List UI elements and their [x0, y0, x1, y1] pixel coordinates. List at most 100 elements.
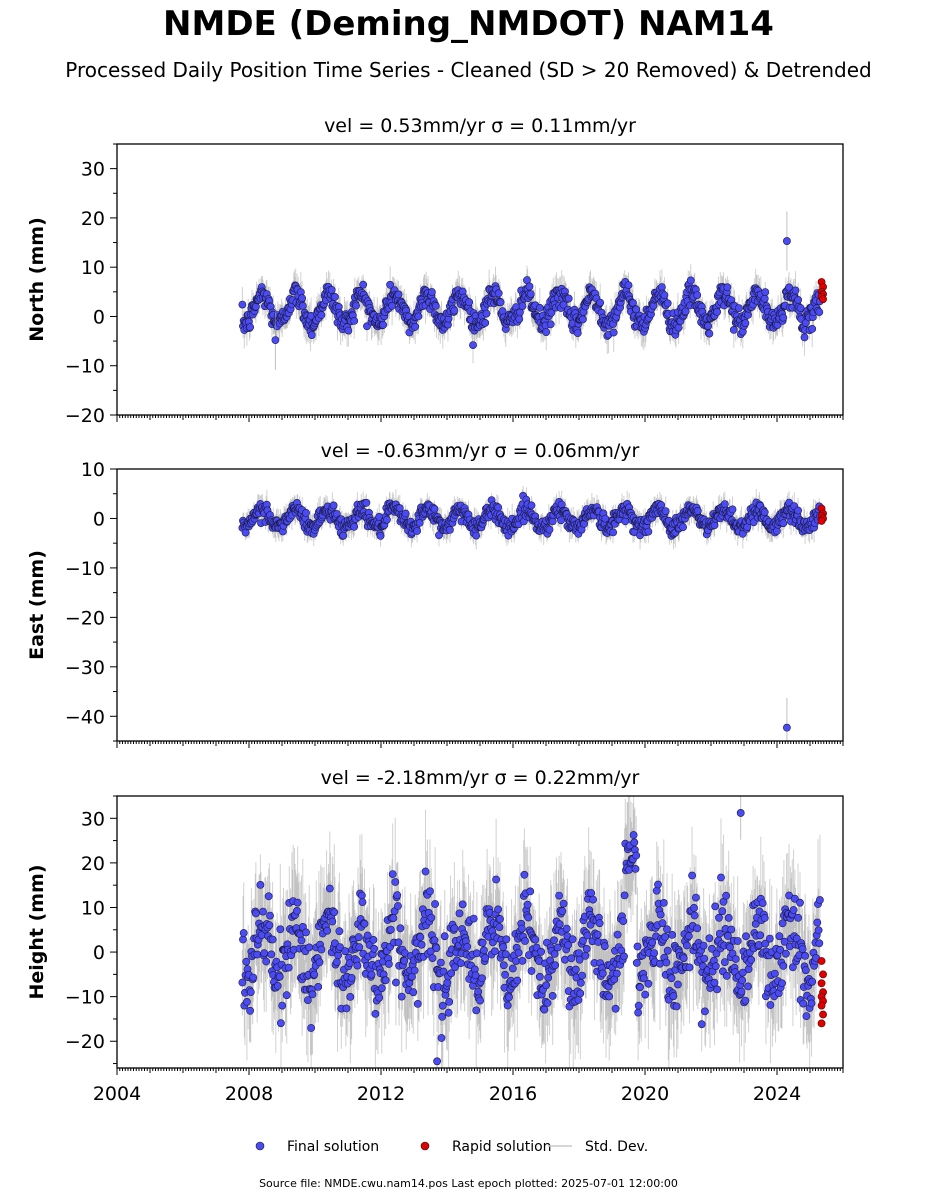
- final-solution-point: [339, 531, 348, 540]
- final-solution-point: [720, 500, 729, 508]
- final-solution-point: [661, 507, 670, 515]
- final-solution-point: [660, 291, 669, 300]
- final-solution-point: [427, 288, 436, 296]
- final-solution-point: [644, 527, 653, 536]
- final-solution-point: [785, 283, 793, 292]
- final-solution-point: [794, 506, 802, 515]
- final-solution-point: [482, 309, 491, 318]
- final-solution-point: [329, 501, 338, 510]
- final-solution-point: [796, 304, 805, 312]
- final-solution-point: [465, 298, 474, 307]
- final-solution-point: [376, 532, 385, 540]
- y-tick-label: −10: [65, 356, 105, 378]
- final-solution-point: [704, 322, 712, 330]
- final-solution-point: [382, 515, 391, 524]
- final-solution-point: [307, 331, 316, 339]
- final-solution-point: [317, 311, 326, 319]
- panel-1: vel = 0.53mm/yr σ = 0.11mm/yr North (mm)−…: [26, 115, 844, 427]
- final-solution-point: [624, 281, 633, 289]
- final-solution-point: [609, 528, 617, 537]
- final-solution-point: [815, 308, 824, 316]
- final-solution-point: [472, 531, 481, 540]
- final-solution-point: [546, 320, 555, 329]
- final-solution-point: [527, 501, 536, 510]
- chart-subtitle: Processed Daily Position Time Series - C…: [65, 58, 872, 82]
- final-solution-point: [350, 522, 359, 531]
- final-solution-point: [705, 329, 714, 338]
- final-solution-point: [515, 315, 524, 323]
- final-solution-point: [302, 509, 310, 517]
- final-solution-point: [681, 307, 690, 316]
- panel-title: vel = -0.63mm/yr σ = 0.06mm/yr: [321, 440, 640, 462]
- final-solution-point: [352, 301, 360, 310]
- final-solution-point: [658, 283, 666, 291]
- final-solution-point: [535, 303, 544, 312]
- final-solution-point: [435, 531, 443, 540]
- final-solution-point: [431, 301, 440, 310]
- panel-title: vel = 0.53mm/yr σ = 0.11mm/yr: [324, 115, 636, 137]
- final-solution-point: [415, 519, 424, 527]
- final-solution-point: [632, 305, 641, 314]
- final-solution-point: [388, 301, 396, 310]
- y-axis-label: Height (mm): [26, 864, 48, 999]
- final-solution-point: [735, 304, 743, 312]
- final-solution-point: [379, 320, 387, 329]
- final-solution-point: [545, 525, 554, 534]
- final-solution-point: [350, 316, 359, 325]
- y-tick-label: 10: [81, 257, 105, 279]
- final-solution-point: [494, 289, 503, 298]
- final-solution-point: [679, 523, 687, 531]
- final-solution-point: [246, 323, 254, 332]
- final-solution-point: [761, 288, 770, 296]
- y-tick-label: −40: [65, 706, 105, 728]
- final-solution-point: [359, 280, 368, 289]
- y-tick-label: −10: [65, 558, 105, 580]
- final-solution-point: [414, 312, 423, 321]
- final-solution-point: [596, 298, 605, 307]
- final-solution-point: [344, 326, 353, 335]
- final-solution-point: [693, 506, 702, 515]
- final-solution-point: [469, 341, 477, 349]
- y-tick-label: 0: [93, 306, 105, 328]
- y-tick-label: 0: [93, 508, 105, 530]
- y-axis-label: North (mm): [26, 217, 48, 342]
- final-solution-point: [298, 294, 306, 303]
- final-solution-point: [794, 295, 802, 304]
- final-solution-point: [411, 322, 420, 331]
- y-tick-label: 20: [81, 208, 105, 230]
- final-solution-point: [395, 504, 404, 512]
- plot-frame: [116, 143, 844, 416]
- final-solution-point: [779, 519, 788, 528]
- panel-title: vel = -2.18mm/yr σ = 0.22mm/yr: [321, 767, 640, 789]
- final-solution-point: [779, 313, 788, 322]
- final-solution-point: [564, 294, 573, 303]
- final-solution-point: [760, 508, 769, 517]
- final-solution-point: [413, 527, 421, 535]
- final-solution-point: [693, 291, 702, 299]
- final-solution-point: [518, 302, 527, 310]
- final-solution-point: [547, 308, 556, 317]
- final-solution-point: [686, 276, 695, 285]
- final-solution-point: [238, 300, 247, 309]
- y-axis-label: East (mm): [26, 550, 48, 660]
- final-solution-point: [663, 299, 672, 308]
- data-layer: [238, 796, 827, 1068]
- final-solution-point: [760, 294, 769, 303]
- final-solution-point: [298, 301, 307, 310]
- final-solution-point: [401, 509, 410, 518]
- final-solution-point: [526, 290, 535, 298]
- y-tick-label: 10: [81, 459, 105, 481]
- final-solution-point: [525, 282, 534, 291]
- final-solution-point: [241, 528, 250, 537]
- final-solution-point: [251, 302, 260, 311]
- final-solution-point: [579, 315, 587, 324]
- final-solution-point: [808, 324, 817, 333]
- rapid-solution-point: [817, 517, 826, 525]
- final-solution-point: [330, 292, 339, 301]
- final-solution-point: [327, 285, 336, 294]
- final-solution-outlier: [783, 237, 791, 245]
- data-layer: [238, 485, 827, 741]
- final-solution-point: [496, 298, 505, 307]
